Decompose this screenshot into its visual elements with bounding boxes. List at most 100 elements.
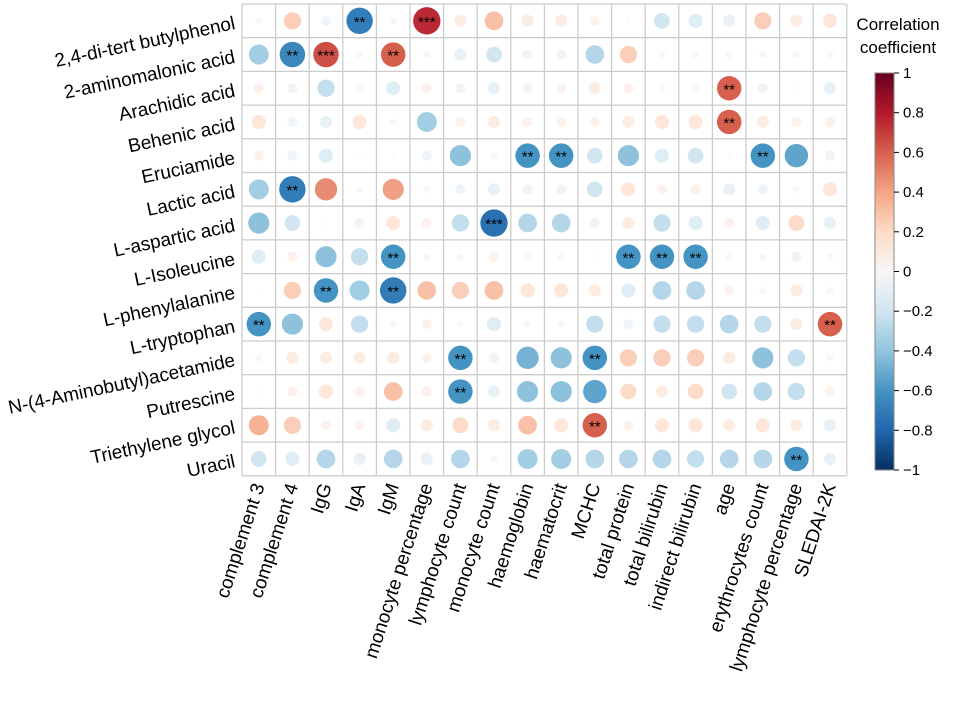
correlation-circle xyxy=(551,213,571,233)
correlation-circle xyxy=(759,286,767,294)
correlation-circle xyxy=(423,51,431,59)
correlation-circle xyxy=(787,382,806,401)
significance-mark: ** xyxy=(387,250,399,267)
correlation-circle xyxy=(416,111,437,132)
correlation-circle xyxy=(750,143,776,168)
correlation-circle xyxy=(353,351,366,364)
correlation-circle xyxy=(588,284,601,297)
row-label: Uracil xyxy=(185,451,237,482)
correlation-circle xyxy=(417,281,437,300)
correlation-circle xyxy=(756,115,769,129)
correlation-circle xyxy=(253,83,264,94)
significance-mark: *** xyxy=(317,48,335,65)
correlation-circle xyxy=(316,449,336,469)
correlation-circle xyxy=(655,385,669,398)
correlation-circle xyxy=(686,450,705,468)
correlation-circle xyxy=(723,14,736,27)
column-label: IgG xyxy=(307,481,336,517)
correlation-circle xyxy=(524,320,532,328)
correlation-circle xyxy=(791,251,802,262)
significance-mark: ** xyxy=(757,149,769,166)
correlation-circle xyxy=(583,379,607,404)
correlation-circle xyxy=(484,281,504,300)
correlation-circle xyxy=(589,116,600,127)
correlation-circle xyxy=(586,315,604,333)
significance-mark: ** xyxy=(455,385,467,402)
correlation-circle xyxy=(253,150,264,161)
correlation-circle xyxy=(421,352,432,363)
correlation-circle xyxy=(356,51,364,59)
correlation-circle xyxy=(386,215,401,231)
correlation-circle xyxy=(754,315,772,333)
legend: Correlation coefficient 1 0.8 0.6 0.4 0.2 0 −0… xyxy=(856,15,939,479)
correlation-circle xyxy=(421,218,432,229)
correlation-circle xyxy=(692,51,700,59)
correlation-circle xyxy=(790,14,803,27)
correlation-circle xyxy=(349,280,370,301)
correlation-circle xyxy=(688,418,703,433)
correlation-circle xyxy=(448,379,473,404)
correlation-circle xyxy=(313,41,339,68)
correlation-circle xyxy=(386,418,401,433)
correlation-circle xyxy=(823,452,837,466)
significance-mark: ** xyxy=(455,351,467,368)
correlation-circle xyxy=(246,311,272,337)
correlation-circle xyxy=(551,448,572,469)
correlation-circle xyxy=(287,251,298,262)
correlation-circle xyxy=(652,281,672,300)
correlation-circle xyxy=(522,83,533,94)
legend-tick-label: −0.4 xyxy=(903,343,933,360)
correlation-circle xyxy=(518,213,537,233)
correlation-circle xyxy=(616,244,641,269)
column-label: IgA xyxy=(342,481,371,515)
correlation-circle xyxy=(383,449,403,469)
correlation-circle xyxy=(484,11,504,31)
correlation-circle xyxy=(619,449,638,469)
correlation-circle xyxy=(487,82,501,95)
correlation-circle xyxy=(451,449,470,469)
correlation-circle xyxy=(251,114,266,130)
correlation-circle xyxy=(287,83,298,94)
significance-mark: *** xyxy=(485,216,503,233)
correlation-circle xyxy=(792,185,800,193)
correlation-circle xyxy=(283,416,302,434)
correlation-circle xyxy=(755,215,770,231)
significance-mark: ** xyxy=(589,418,601,435)
correlation-circle xyxy=(654,114,670,130)
row-label: Eruciamide xyxy=(140,148,237,188)
significance-mark: ** xyxy=(387,48,399,65)
correlation-circle xyxy=(725,253,733,261)
correlation-circle xyxy=(688,13,703,28)
correlation-circle xyxy=(256,389,261,394)
row-label: Putrescine xyxy=(145,384,237,423)
correlation-circle xyxy=(654,148,670,163)
correlation-circle xyxy=(248,44,269,65)
correlation-circle xyxy=(586,147,603,164)
correlation-circle xyxy=(389,17,397,25)
correlation-circle xyxy=(825,150,835,161)
significance-mark: ** xyxy=(253,317,265,334)
correlation-circle xyxy=(622,115,635,129)
legend-tick-label: 0.4 xyxy=(903,184,924,201)
correlation-circle xyxy=(281,313,303,335)
correlation-circle xyxy=(653,315,671,333)
correlation-circle xyxy=(723,351,736,364)
correlation-circle xyxy=(657,184,667,195)
significance-mark: ** xyxy=(287,48,299,65)
correlation-circle xyxy=(315,246,337,268)
correlation-circle xyxy=(759,253,767,261)
column-label: age xyxy=(710,481,740,518)
correlation-circle xyxy=(318,317,334,332)
correlation-circle xyxy=(754,12,772,30)
correlation-circle xyxy=(823,419,837,432)
correlation-circle xyxy=(619,45,638,64)
correlation-circle xyxy=(356,84,364,92)
correlation-circle xyxy=(380,244,406,269)
correlation-circle xyxy=(480,209,508,237)
correlation-circle xyxy=(752,347,774,369)
correlation-circle xyxy=(448,345,473,371)
